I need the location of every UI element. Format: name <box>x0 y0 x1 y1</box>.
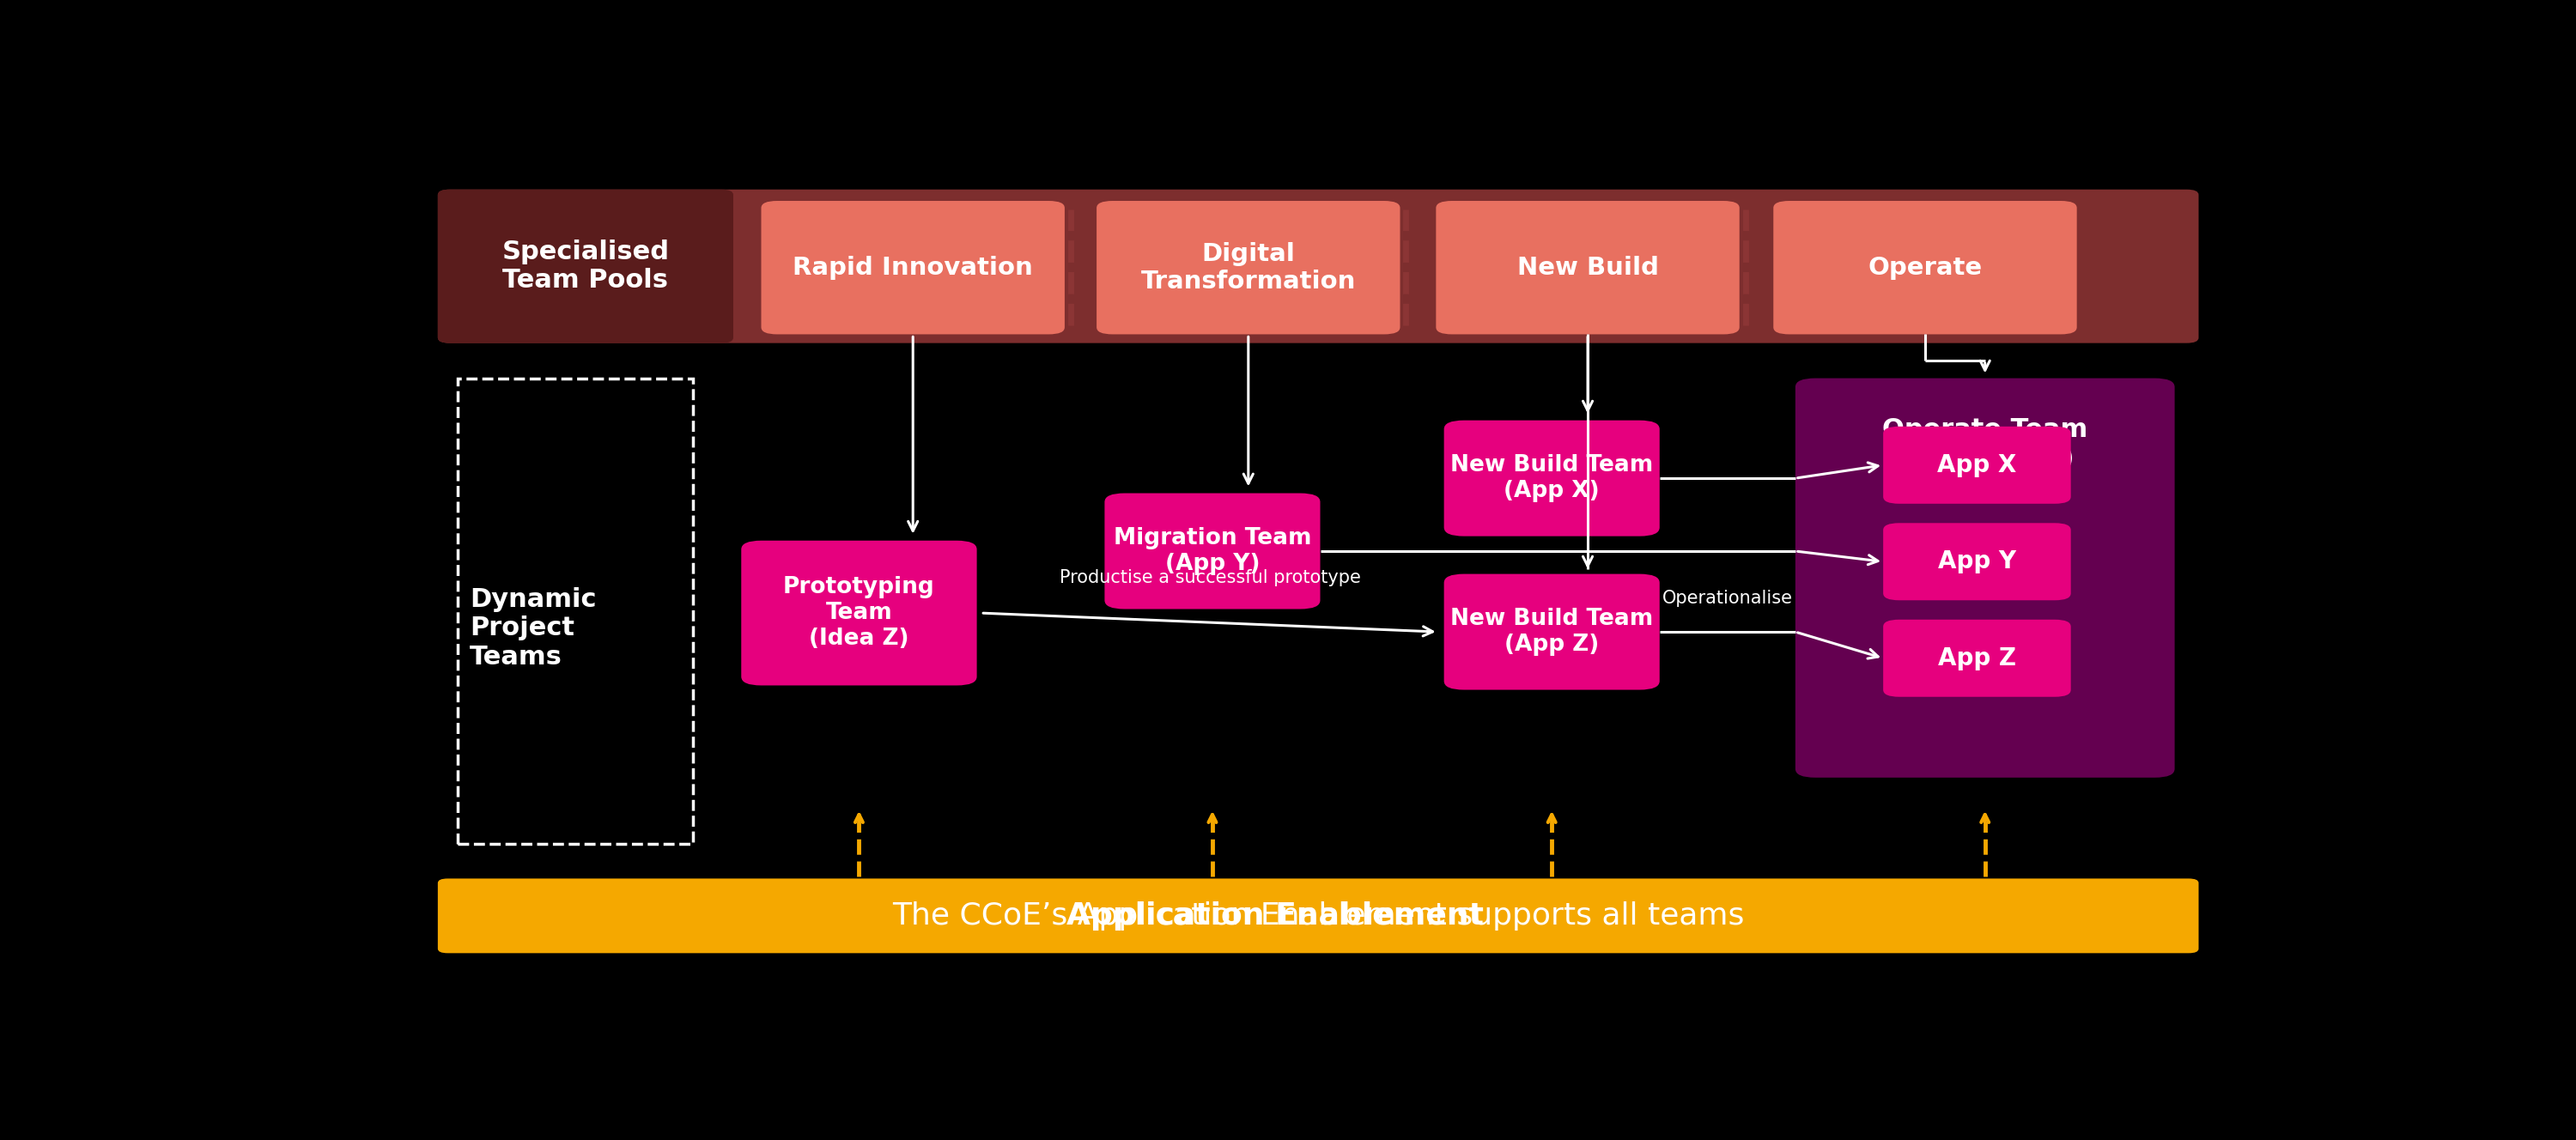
Text: New Build: New Build <box>1517 255 1659 279</box>
Text: Rapid Innovation: Rapid Innovation <box>793 255 1033 279</box>
FancyBboxPatch shape <box>438 189 734 343</box>
Text: Productise a successful prototype: Productise a successful prototype <box>1059 569 1360 586</box>
FancyBboxPatch shape <box>1795 378 2174 777</box>
FancyBboxPatch shape <box>1097 201 1401 334</box>
FancyBboxPatch shape <box>1883 620 2071 697</box>
Text: The CCoE’s Application Enablement supports all teams: The CCoE’s Application Enablement suppor… <box>891 902 1744 930</box>
FancyBboxPatch shape <box>762 201 1064 334</box>
Text: App Z: App Z <box>1937 646 2017 670</box>
FancyBboxPatch shape <box>1105 494 1319 609</box>
FancyBboxPatch shape <box>438 879 2197 953</box>
Text: App X: App X <box>1937 453 2017 478</box>
Text: Dynamic
Project
Teams: Dynamic Project Teams <box>469 587 598 669</box>
FancyBboxPatch shape <box>1883 426 2071 504</box>
Text: Application Enablement: Application Enablement <box>1066 902 1484 930</box>
Text: New Build Team
(App Z): New Build Team (App Z) <box>1450 608 1654 656</box>
Text: Specialised
Team Pools: Specialised Team Pools <box>502 239 670 293</box>
Text: Prototyping
Team
(Idea Z): Prototyping Team (Idea Z) <box>783 576 935 650</box>
Text: Operationalise: Operationalise <box>1662 589 1793 608</box>
Text: Operate Team
(Portfolio 1): Operate Team (Portfolio 1) <box>1883 417 2087 471</box>
FancyBboxPatch shape <box>1445 421 1659 536</box>
Text: App Y: App Y <box>1937 549 2017 573</box>
Text: New Build Team
(App X): New Build Team (App X) <box>1450 454 1654 503</box>
Bar <box>459 378 693 844</box>
FancyBboxPatch shape <box>438 185 2197 953</box>
FancyBboxPatch shape <box>1445 573 1659 690</box>
Text: Operate: Operate <box>1868 255 1984 279</box>
FancyBboxPatch shape <box>438 189 2197 343</box>
FancyBboxPatch shape <box>1435 201 1739 334</box>
FancyBboxPatch shape <box>1772 201 2076 334</box>
FancyBboxPatch shape <box>1883 523 2071 601</box>
Text: Digital
Transformation: Digital Transformation <box>1141 242 1355 293</box>
Text: Migration Team
(App Y): Migration Team (App Y) <box>1113 527 1311 576</box>
FancyBboxPatch shape <box>742 540 976 685</box>
